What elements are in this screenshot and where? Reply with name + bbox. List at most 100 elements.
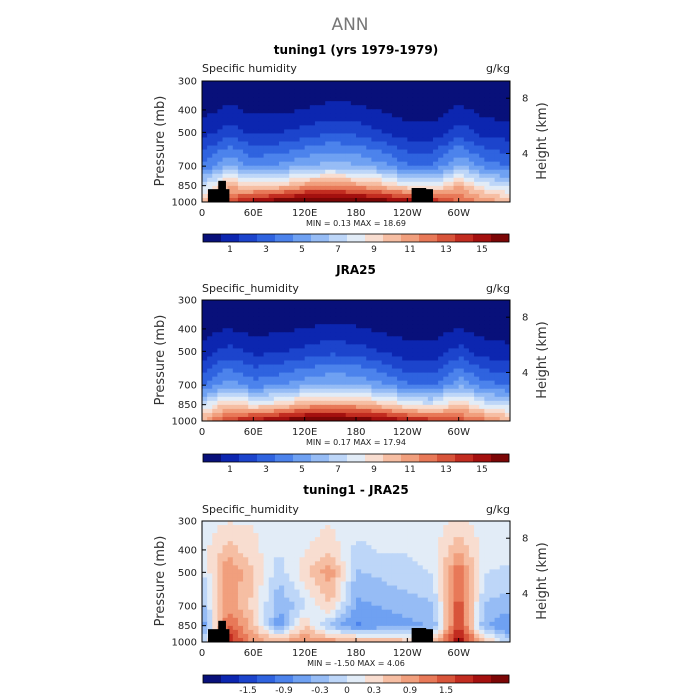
field-cell: [433, 384, 439, 390]
field-cell: [356, 352, 362, 358]
field-cell: [268, 93, 275, 98]
field-cell: [340, 165, 347, 171]
field-cell: [468, 545, 475, 550]
field-cell: [309, 553, 316, 558]
field-cell: [340, 392, 347, 398]
field-cell: [299, 561, 306, 566]
field-cell: [412, 585, 419, 591]
field-cell: [314, 109, 321, 114]
field-cell: [273, 380, 280, 386]
field-cell: [248, 117, 254, 122]
field-cell: [304, 324, 311, 329]
field-cell: [314, 97, 321, 102]
field-cell: [417, 97, 424, 102]
field-cell: [371, 553, 378, 558]
field-cell: [212, 121, 218, 126]
field-cell: [489, 549, 496, 554]
field-cell: [335, 324, 342, 329]
field-cell: [289, 133, 295, 139]
field-cell: [489, 533, 496, 538]
colorbar-tick-label: 5: [299, 245, 305, 255]
field-cell: [299, 81, 306, 86]
field-cell: [499, 384, 506, 390]
field-cell: [448, 328, 455, 333]
field-cell: [284, 557, 290, 562]
field-cell: [458, 113, 465, 118]
field-cell: [438, 348, 444, 354]
field-cell: [309, 312, 316, 317]
field-cell: [474, 109, 480, 114]
field-cell: [376, 181, 383, 187]
field-cell: [386, 597, 393, 603]
field-cell: [222, 129, 229, 135]
field-cell: [438, 392, 444, 398]
field-cell: [330, 105, 337, 110]
field-cell: [499, 416, 506, 421]
field-cell: [371, 149, 378, 155]
field-cell: [376, 149, 383, 155]
field-cell: [484, 408, 491, 414]
field-cell: [273, 141, 280, 147]
field-cell: [407, 89, 414, 94]
field-cell: [320, 105, 326, 110]
field-cell: [207, 553, 213, 558]
field-cell: [284, 197, 290, 202]
field-cell: [320, 157, 326, 163]
field-cell: [407, 533, 414, 538]
field-cell: [366, 533, 372, 538]
field-cell: [468, 165, 475, 171]
field-cell: [325, 300, 331, 305]
field-cell: [448, 105, 455, 110]
field-cell: [294, 117, 301, 122]
field-cell: [253, 300, 260, 305]
field-cell: [458, 533, 465, 538]
field-cell: [417, 565, 424, 570]
field-cell: [304, 101, 311, 106]
field-cell: [458, 529, 465, 534]
field-cell: [248, 125, 254, 130]
field-cell: [325, 113, 331, 118]
field-cell: [463, 545, 470, 550]
field-cell: [479, 553, 485, 558]
field-cell: [381, 529, 388, 534]
field-cell: [340, 360, 347, 366]
field-cell: [417, 344, 424, 349]
field-cell: [258, 412, 265, 418]
field-cell: [407, 332, 414, 337]
field-cell: [202, 320, 208, 325]
field-cell: [381, 533, 388, 538]
field-cell: [309, 332, 316, 337]
field-cell: [289, 300, 295, 305]
field-cell: [217, 161, 224, 167]
field-cell: [453, 541, 460, 546]
field-cell: [304, 137, 311, 143]
field-cell: [494, 412, 501, 418]
field-cell: [268, 537, 275, 542]
field-cell: [402, 392, 408, 398]
field-cell: [268, 340, 275, 345]
field-cell: [340, 169, 347, 175]
field-cell: [279, 356, 285, 362]
field-cell: [222, 109, 229, 114]
field-cell: [468, 400, 475, 406]
field-cell: [494, 561, 501, 566]
field-cell: [474, 525, 480, 530]
field-cell: [325, 133, 331, 139]
field-cell: [248, 304, 254, 309]
field-cell: [458, 304, 465, 309]
field-cell: [417, 125, 424, 130]
field-cell: [258, 93, 265, 98]
field-cell: [217, 304, 224, 309]
field-cell: [412, 93, 419, 98]
field-cell: [284, 380, 290, 386]
field-cell: [402, 400, 408, 406]
field-cell: [397, 581, 403, 587]
field-cell: [417, 348, 424, 354]
field-cell: [499, 573, 506, 579]
field-cell: [212, 408, 218, 414]
field-cell: [494, 193, 501, 199]
field-cell: [222, 316, 229, 321]
field-cell: [222, 360, 229, 366]
field-cell: [474, 161, 480, 167]
field-cell: [253, 149, 260, 155]
